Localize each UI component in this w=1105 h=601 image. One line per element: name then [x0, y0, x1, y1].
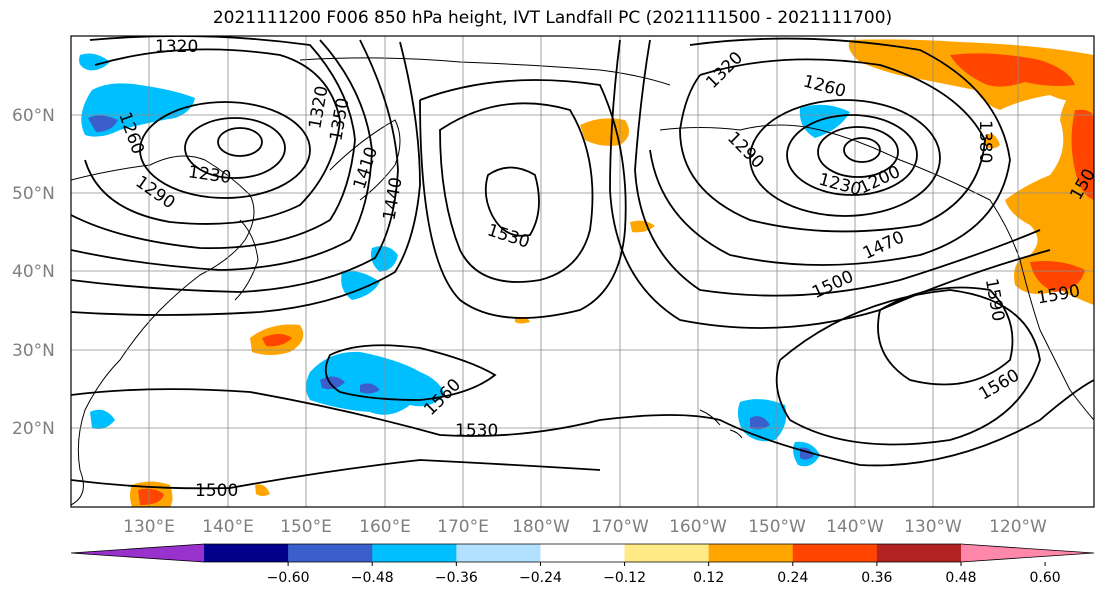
colorbar-tick-label: −0.48: [351, 570, 394, 586]
positive-anomaly-patch: [138, 488, 164, 505]
coastline-siberia: [299, 57, 671, 86]
negative-anomaly-patch: [320, 376, 345, 390]
colorbar-extension-low: [71, 544, 204, 562]
height-contour: [71, 41, 421, 316]
lon-label: 180°W: [512, 517, 570, 537]
colorbar-tick-label: −0.36: [435, 570, 478, 586]
lat-label-40n: 40°N: [12, 262, 55, 282]
coastline-alaska: [659, 124, 991, 201]
colorbar-swatch: [372, 544, 457, 562]
height-contour: [84, 48, 341, 225]
coastline-hawaii: [699, 409, 743, 439]
colorbar-swatch: [708, 544, 794, 562]
contour-label: 1380: [975, 120, 995, 163]
colorbar-tick-label: −0.12: [603, 570, 646, 586]
colorbar-outline: [70, 543, 1095, 563]
height-contour: [817, 126, 899, 178]
map-area: [71, 36, 1094, 507]
lon-label: 160°E: [359, 517, 411, 537]
colorbar-swatch: [288, 544, 373, 562]
height-contour: [217, 127, 263, 157]
lat-label-20n: 20°N: [12, 419, 55, 439]
lon-label: 170°W: [591, 517, 649, 537]
height-contour: [775, 289, 1041, 446]
height-contour: [184, 117, 286, 179]
coastline-japan: [234, 219, 259, 301]
colorbar-extension-high: [961, 544, 1094, 562]
height-contour: [71, 36, 356, 250]
positive-anomaly-patch: [1071, 109, 1094, 200]
lon-label: 130°W: [904, 517, 962, 537]
positive-anomaly-patch: [1030, 261, 1085, 292]
map-title: 2021111200 F006 850 hPa height, IVT Land…: [212, 8, 893, 28]
coastline-kamchatka: [329, 119, 401, 201]
lon-label: 170°E: [437, 517, 489, 537]
height-contour: [71, 39, 399, 293]
height-contours: [71, 36, 1094, 490]
height-contour: [484, 166, 540, 237]
lon-label: 140°W: [826, 517, 884, 537]
contour-label: 1320: [155, 37, 198, 57]
colorbar-swatch: [540, 544, 626, 562]
negative-anomaly-patch: [90, 409, 115, 429]
negative-anomaly-patch: [799, 104, 850, 138]
height-contour: [679, 58, 986, 233]
colorbar-tick-label: 0.12: [693, 570, 724, 586]
colorbar-swatch: [624, 544, 710, 562]
longitude-labels: 130°E 140°E 150°E 160°E 170°E 180°W 170°…: [123, 517, 1047, 537]
colorbar-tick-label: 0.24: [777, 570, 808, 586]
contour-label: 1500: [195, 481, 238, 501]
height-contour: [786, 114, 918, 196]
height-contour: [324, 344, 497, 401]
height-contour: [71, 39, 373, 271]
lon-label: 150°E: [280, 517, 332, 537]
height-contour: [649, 37, 1011, 266]
lon-label: 120°W: [989, 517, 1047, 537]
height-contour: [71, 459, 601, 490]
colorbar-tick-label: −0.60: [267, 570, 310, 586]
lon-label: 150°W: [748, 517, 806, 537]
lat-label-60n: 60°N: [12, 106, 55, 126]
lon-label: 130°E: [123, 517, 175, 537]
positive-anomaly-patch: [262, 334, 292, 347]
height-contour: [634, 39, 1041, 297]
positive-anomaly-patch: [580, 118, 629, 146]
positive-anomaly-patch: [950, 53, 1075, 87]
height-contour: [749, 99, 941, 217]
positive-anomaly-patch: [985, 133, 1000, 149]
negative-anomaly-patch: [88, 115, 118, 132]
lon-label: 160°W: [669, 517, 727, 537]
lat-label-30n: 30°N: [12, 341, 55, 361]
height-contour: [439, 102, 594, 283]
positive-anomaly-patch: [255, 484, 270, 496]
latitude-labels: 60°N 50°N 40°N 30°N 20°N: [12, 106, 55, 439]
height-contour: [877, 286, 1014, 386]
height-contour: [419, 79, 627, 319]
map-frame: [70, 35, 1095, 508]
height-contour: [71, 379, 1094, 467]
lat-label-50n: 50°N: [12, 184, 55, 204]
colorbar-swatch: [204, 544, 289, 562]
height-contour: [609, 39, 1051, 329]
colorbar: −0.60 −0.48 −0.36 −0.24 −0.12 0.12 0.24 0.36 0.4…: [70, 543, 1095, 586]
positive-anomaly-patch: [515, 317, 530, 324]
negative-anomaly-patch: [750, 416, 770, 430]
colorbar-swatch: [456, 544, 541, 562]
coastline-asia: [71, 155, 255, 506]
negative-anomaly-patch: [79, 53, 110, 71]
colorbar-tick-label: 0.60: [1030, 570, 1061, 586]
height-contour: [139, 101, 311, 199]
colorbar-swatch: [792, 544, 878, 562]
colorbar-tick-label: 0.36: [861, 570, 892, 586]
colorbar-tick-label: −0.24: [519, 570, 562, 586]
colorbar-tick-label: 0.48: [945, 570, 976, 586]
lon-label: 140°E: [202, 517, 254, 537]
negative-anomaly-patch: [360, 383, 380, 394]
colorbar-swatch: [876, 544, 962, 562]
height-contour: [843, 137, 881, 163]
contour-label: 1530: [455, 421, 498, 441]
